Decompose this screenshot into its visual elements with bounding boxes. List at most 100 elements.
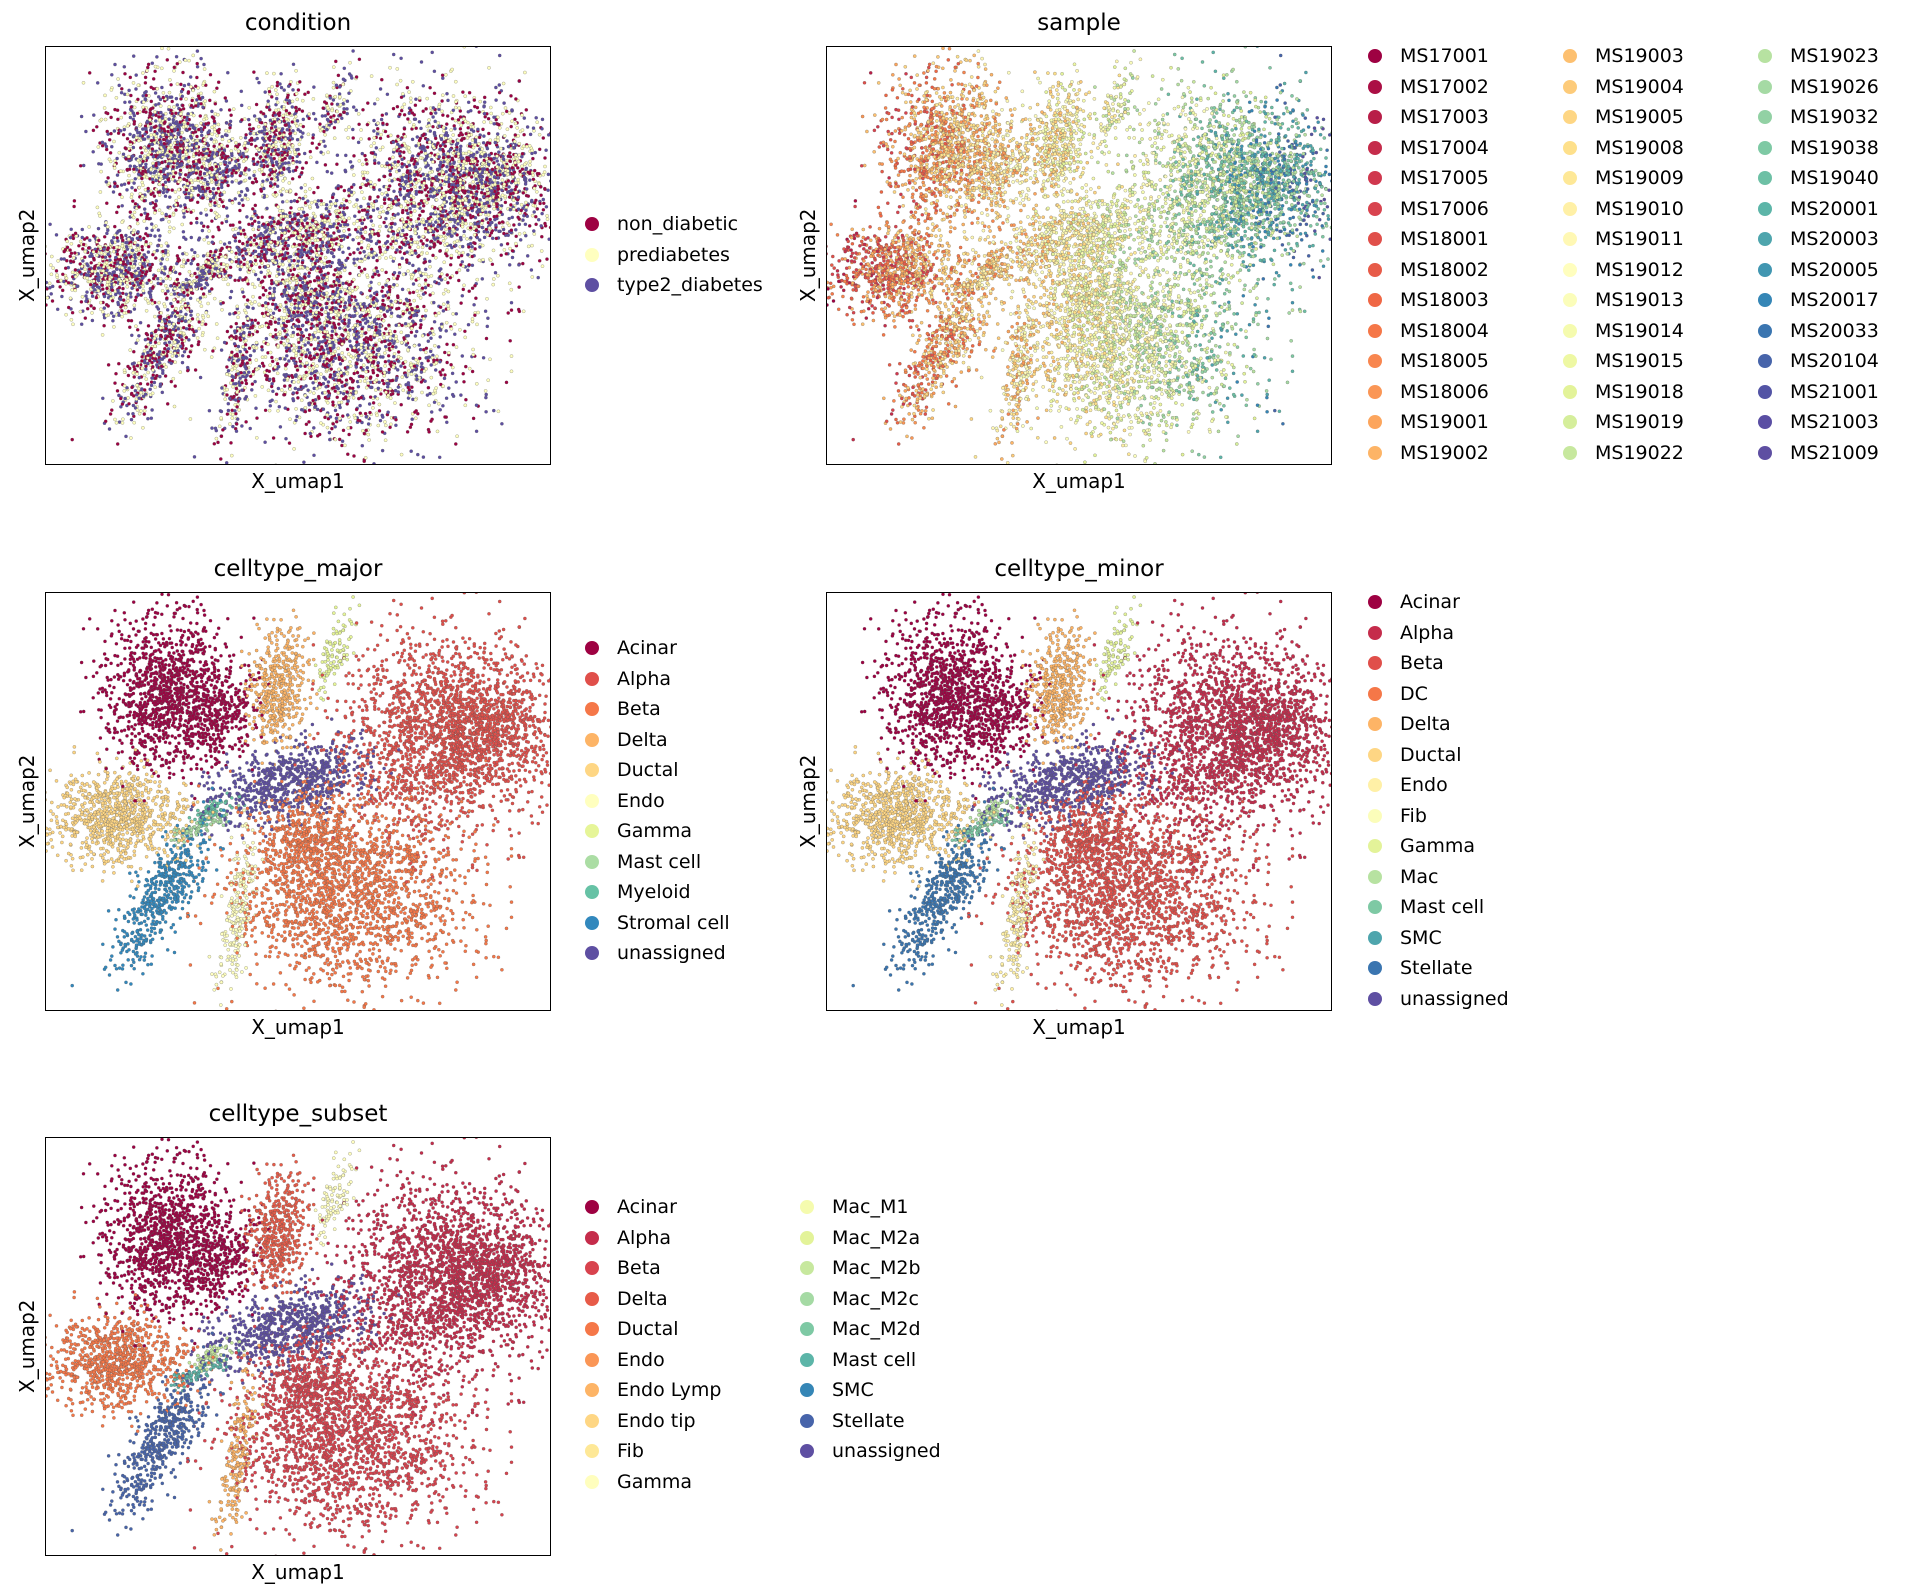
scatter-point [123,100,127,105]
scatter-point [228,422,232,426]
scatter-point [405,85,410,90]
scatter-point [270,95,274,99]
scatter-point [347,91,351,95]
scatter-point [316,238,320,243]
scatter-point [191,53,195,58]
scatter-point [139,390,143,395]
scatter-point [243,136,248,140]
scatter-point [209,137,214,141]
scatter-point [222,148,227,152]
scatter-point [234,178,238,183]
scatter-point [477,258,482,263]
scatter-point [159,262,163,266]
scatter-point [46,244,47,248]
scatter-point [144,242,148,247]
scatter-point [220,176,225,180]
scatter-point [303,343,307,347]
scatter-point [398,187,403,191]
scatter-point [262,149,267,153]
scatter-point [448,263,453,267]
scatter-point [307,112,311,116]
scatter-point [155,86,160,91]
scatter-point [450,67,454,72]
scatter-point [437,401,441,406]
scatter-point [504,380,509,385]
scatter-point [178,108,183,112]
scatter-point [149,138,154,143]
scatter-point [221,301,225,305]
scatter-point [367,327,371,332]
scatter-point [300,398,304,403]
scatter-point [290,177,295,181]
scatter-point [160,66,164,71]
scatter-point [438,408,442,412]
scatter-point [229,353,233,357]
scatter-point [472,303,476,307]
scatter-point [441,302,446,306]
scatter-point [251,242,256,247]
scatter-point [441,239,446,243]
scatter-point [470,263,475,268]
scatter-point [384,112,389,116]
scatter-point [263,301,268,305]
scatter-point [290,120,295,124]
scatter-point [302,151,307,156]
scatter-point [417,120,422,124]
scatter-point [199,129,204,134]
scatter-point [187,155,191,160]
scatter-point [545,257,549,261]
scatter-point [276,267,280,272]
scatter-point [131,81,136,85]
scatter-point [65,239,69,244]
scatter-point [225,387,229,392]
scatter-point [303,213,307,218]
scatter-point [106,132,110,136]
scatter-point [165,343,169,348]
scatter-point [163,180,168,184]
scatter-point [212,442,217,446]
scatter-point [407,90,411,94]
scatter-point [135,111,140,116]
scatter-point [377,178,381,182]
scatter-point [146,324,151,328]
scatter-point [307,408,312,413]
scatter-point [198,375,203,380]
scatter-point [284,436,288,441]
scatter-point [224,128,228,133]
scatter-point [283,363,288,368]
scatter-point [403,359,408,364]
scatter-point [188,285,193,289]
scatter-point [291,330,296,335]
scatter-point [142,236,146,241]
scatter-point [351,277,356,282]
scatter-point [214,436,219,441]
scatter-point [445,360,449,365]
scatter-point [130,385,134,390]
scatter-point [55,273,59,277]
scatter-point [391,155,395,160]
scatter-point [248,374,253,379]
scatter-point [117,83,121,88]
scatter-point [462,283,466,288]
scatter-point [251,344,256,349]
scatter-point [423,379,427,383]
scatter-point [281,247,286,251]
scatter-point [46,303,48,307]
scatter-point [382,381,386,386]
scatter-point [345,111,349,116]
scatter-point [146,342,150,347]
scatter-point [300,170,304,175]
scatter-point [103,255,108,259]
scatter-point [223,397,227,401]
scatter-point [301,117,306,122]
scatter-point [146,416,150,421]
scatter-point [413,165,418,169]
scatter-point [347,295,352,299]
scatter-point [124,434,128,439]
scatter-point [488,357,492,362]
scatter-point [235,417,240,421]
scatter-point [287,263,292,267]
scatter-point [441,93,445,97]
scatter-point [291,263,295,268]
scatter-point [247,222,251,227]
